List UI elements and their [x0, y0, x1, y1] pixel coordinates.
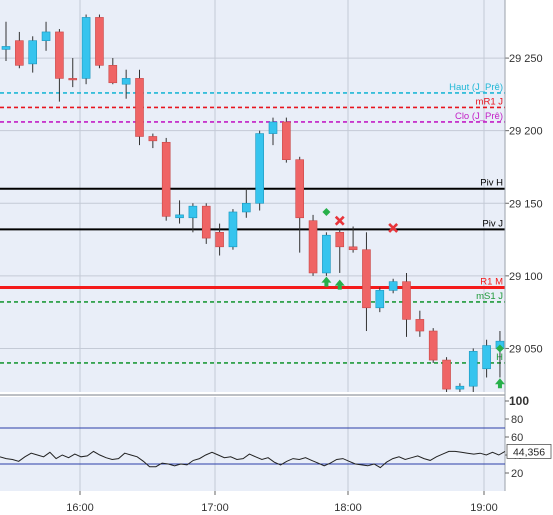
candle-body: [161, 141, 171, 217]
candle-body: [228, 211, 238, 248]
candle-body: [362, 249, 371, 309]
level-label: Piv H: [480, 178, 503, 189]
osc-y-tick-label: 80: [511, 414, 523, 426]
candle-body: [175, 214, 184, 219]
candle-body: [282, 121, 291, 161]
candle-body: [402, 281, 411, 320]
grid-lines: [0, 0, 505, 495]
candle-body: [482, 345, 491, 370]
y-tick-label: 29 100: [509, 271, 543, 283]
oscillator-plot-area: [0, 397, 505, 491]
candle-body: [121, 78, 131, 85]
candle-body: [348, 246, 358, 251]
candle-body: [215, 231, 224, 248]
level-label: mS1 J: [476, 291, 503, 302]
candle-body: [268, 121, 278, 134]
cross-marker: [388, 223, 399, 233]
candle-body: [148, 136, 158, 142]
level-label: mR1 J: [476, 96, 504, 107]
candle-body: [255, 133, 264, 204]
candle-body: [81, 17, 91, 79]
candle-body: [242, 202, 251, 213]
candle-body: [201, 205, 211, 239]
diamond-marker: [322, 207, 331, 216]
current-value-label: 44,356: [513, 446, 545, 458]
candle-body: [135, 78, 144, 137]
arrow-up-marker: [321, 276, 332, 287]
level-label: Haut (J_Prê): [449, 82, 503, 93]
candle-body: [295, 159, 305, 219]
y-tick-label: 29 250: [509, 53, 543, 65]
candle-body: [108, 65, 118, 84]
y-tick-label: 29 150: [509, 198, 543, 210]
candle-body: [15, 40, 24, 66]
diamond-marker: [495, 344, 504, 353]
level-label: Clo (J_Prê): [455, 111, 503, 122]
candle-body: [28, 40, 38, 65]
candle-body: [375, 290, 385, 309]
cross-marker: [334, 215, 345, 226]
current-value-box: [506, 443, 552, 459]
level-lines: Haut (J_Prê) mR1 J Clo (J_Prê) Piv H Piv J R1…: [0, 82, 505, 364]
signal-markers: [321, 207, 505, 389]
candle-body: [322, 234, 331, 274]
oscillator-line: [0, 450, 506, 469]
candle-body: [308, 220, 318, 274]
arrow-up-marker: [494, 378, 505, 389]
x-tick-label: 17:00: [201, 502, 229, 514]
y-tick-label: 29 200: [509, 126, 543, 138]
candle-body: [428, 330, 438, 361]
arrow-up-marker: [334, 279, 345, 290]
candle-body: [95, 17, 104, 66]
candle-body: [388, 281, 398, 291]
candle-body: [468, 351, 478, 387]
candle-body: [41, 31, 51, 41]
y-tick-label: 29 050: [509, 343, 543, 355]
candle-body: [55, 31, 64, 79]
x-tick-label: 19:00: [470, 502, 498, 514]
candle-body: [335, 231, 345, 248]
level-label: R1 M: [480, 276, 503, 287]
candle-body: [68, 78, 78, 81]
level-label: Piv J: [482, 218, 503, 229]
x-tick-label: 18:00: [334, 502, 362, 514]
candle-body: [442, 359, 451, 390]
candle-body: [415, 319, 425, 332]
x-tick-label: 16:00: [66, 502, 94, 514]
candle-body: [188, 205, 198, 219]
candle-body: [455, 385, 465, 390]
osc-y-tick-label: 60: [511, 432, 523, 444]
osc-y-tick-label: 20: [511, 468, 523, 480]
osc-y-tick-label: 100: [509, 394, 529, 408]
candle-body: [1, 46, 11, 50]
